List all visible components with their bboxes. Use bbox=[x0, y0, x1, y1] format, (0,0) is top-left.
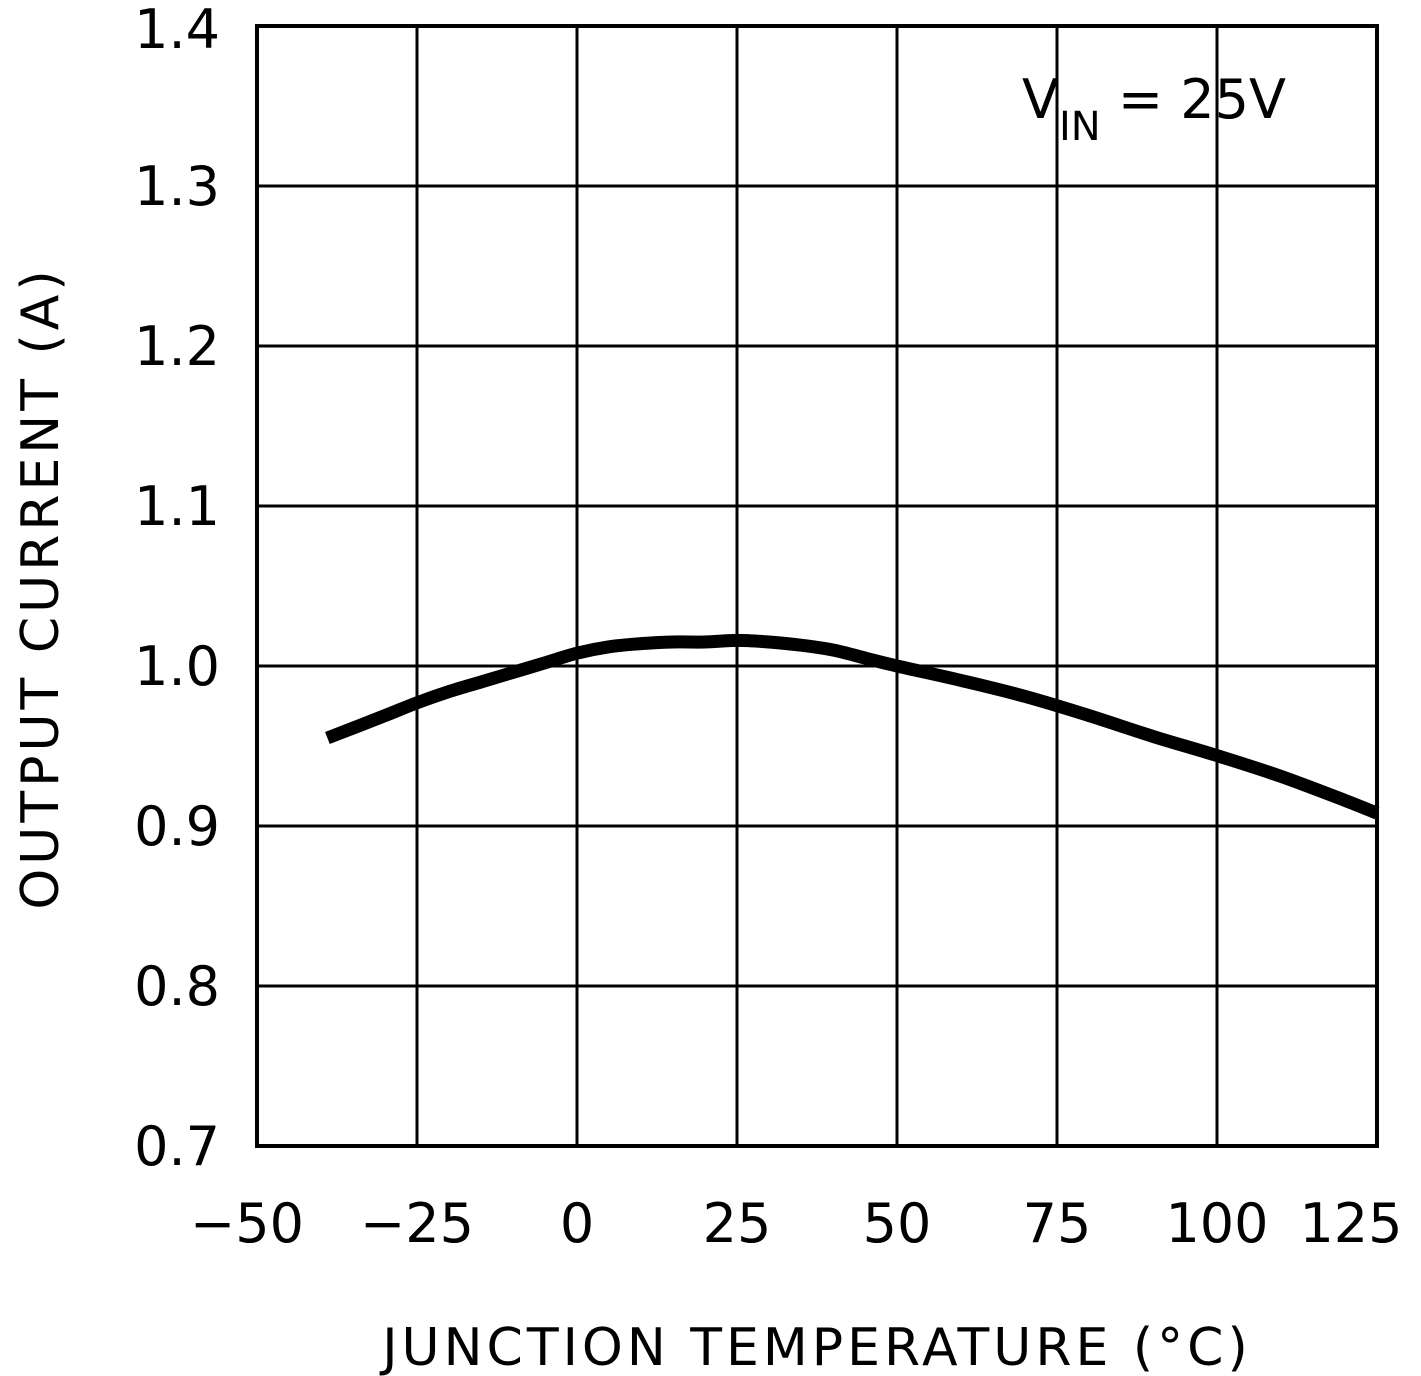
y-tick-label: 1.0 bbox=[134, 635, 220, 698]
x-tick-label: −50 bbox=[190, 1192, 304, 1255]
annotation-rest: = 25V bbox=[1101, 68, 1286, 131]
annotation-sub: IN bbox=[1059, 104, 1101, 150]
y-tick-label: 1.3 bbox=[134, 155, 220, 218]
x-tick-label: 50 bbox=[863, 1192, 932, 1255]
x-tick-labels: −50 −25 0 25 50 75 100 125 bbox=[190, 1192, 1403, 1255]
y-tick-labels: 0.7 0.8 0.9 1.0 1.1 1.2 1.3 1.4 bbox=[134, 0, 220, 1178]
series-line bbox=[325, 633, 1380, 820]
x-tick-label: 125 bbox=[1299, 1192, 1402, 1255]
y-tick-label: 0.9 bbox=[134, 795, 220, 858]
annotation-vin: VIN = 25V bbox=[1022, 68, 1286, 150]
y-axis-label: OUTPUT CURRENT (A) bbox=[11, 266, 71, 909]
y-tick-label: 0.8 bbox=[134, 955, 220, 1018]
x-tick-label: 100 bbox=[1165, 1192, 1268, 1255]
x-tick-label: 0 bbox=[560, 1192, 594, 1255]
y-tick-label: 1.1 bbox=[134, 475, 220, 538]
annotation-main: V bbox=[1022, 68, 1059, 131]
y-tick-label: 0.7 bbox=[134, 1115, 220, 1178]
x-tick-label: 25 bbox=[703, 1192, 772, 1255]
x-tick-label: −25 bbox=[360, 1192, 474, 1255]
x-tick-label: 75 bbox=[1023, 1192, 1092, 1255]
plot-frame bbox=[255, 24, 1379, 1148]
x-axis-label: JUNCTION TEMPERATURE (°C) bbox=[379, 1318, 1252, 1376]
grid bbox=[257, 26, 1377, 1146]
y-tick-label: 1.2 bbox=[134, 315, 220, 378]
y-tick-label: 1.4 bbox=[134, 0, 220, 61]
